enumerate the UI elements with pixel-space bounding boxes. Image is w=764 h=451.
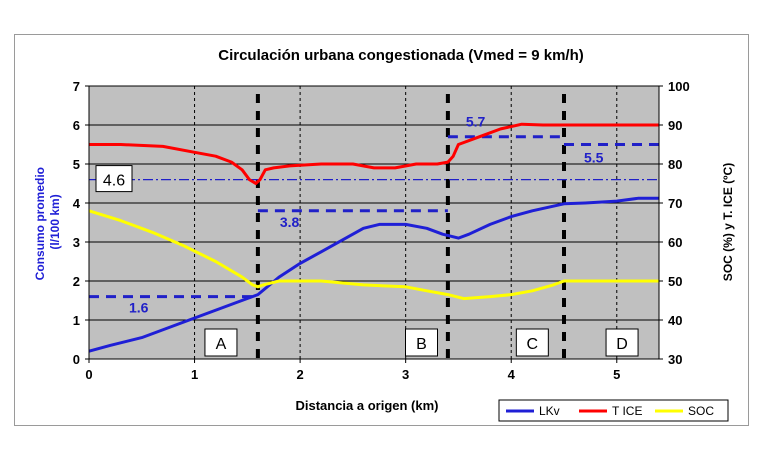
- phase-label: A: [216, 336, 227, 353]
- y2-tick-label: 30: [668, 352, 682, 367]
- segment-average-label: 1.6: [129, 300, 149, 316]
- y2-tick-label: 50: [668, 274, 682, 289]
- y2-tick-label: 80: [668, 157, 682, 172]
- average-label-box: [95, 165, 133, 193]
- x-tick-label: 1: [191, 367, 198, 382]
- y-tick-label: 3: [73, 235, 80, 250]
- x-tick-label: 5: [613, 367, 620, 382]
- y-axis-label-line2: (l/100 km): [48, 194, 62, 249]
- y2-tick-label: 60: [668, 235, 682, 250]
- chart-svg: Circulación urbana congestionada (Vmed =…: [33, 47, 735, 422]
- y-tick-label: 2: [73, 274, 80, 289]
- x-axis-ticks: 0 1 2 3 4 5: [85, 359, 620, 382]
- x-axis-label: Distancia a origen (km): [295, 398, 438, 413]
- y2-tick-label: 70: [668, 196, 682, 211]
- y2-axis-label: SOC (%) y T. ICE (ºC): [721, 163, 735, 281]
- average-label: 4.6: [103, 173, 125, 190]
- y-tick-label: 5: [73, 157, 80, 172]
- phase-label: C: [527, 336, 539, 353]
- series-lines: [88, 122, 659, 353]
- phase-label-box: [405, 328, 438, 357]
- phase-labels: A B C D: [204, 328, 639, 357]
- chart-frame: Circulación urbana congestionada (Vmed =…: [14, 34, 749, 426]
- y-axis-label: Consumo promedio (l/100 km): [33, 164, 62, 281]
- segment-average-label: 5.5: [584, 150, 604, 166]
- y2-tick-label: 90: [668, 118, 682, 133]
- segment-average-label: 3.8: [280, 214, 300, 230]
- series-line-t-ice: [89, 122, 659, 185]
- plot-border: [88, 85, 660, 360]
- y-tick-label: 0: [73, 352, 80, 367]
- y-tick-label: 7: [73, 79, 80, 94]
- phase-label-box: [515, 328, 549, 357]
- segment-averages: 1.6 3.8 5.7 5.5: [89, 114, 659, 316]
- legend: LKv T ICE SOC: [498, 399, 729, 422]
- y2-tick-label: 100: [668, 79, 690, 94]
- y2-tick-label: 40: [668, 313, 682, 328]
- x-tick-label: 3: [402, 367, 409, 382]
- y-tick-label: 4: [73, 196, 81, 211]
- phase-label: D: [616, 336, 628, 353]
- phase-label: B: [416, 336, 427, 353]
- legend-entry: LKv: [539, 404, 560, 418]
- series-line-soc: [88, 209, 659, 301]
- x-tick-label: 2: [296, 367, 303, 382]
- x-tick-label: 0: [85, 367, 92, 382]
- legend-entry: SOC: [688, 404, 714, 418]
- phase-label-box: [605, 328, 639, 357]
- right-axis-ticks: 30 40 50 60 70 80 90 100: [659, 79, 690, 367]
- legend-entry: T ICE: [612, 404, 642, 418]
- chart-title: Circulación urbana congestionada (Vmed =…: [218, 47, 584, 64]
- y-axis-label-line1: Consumo promedio: [33, 167, 47, 280]
- y-tick-label: 1: [73, 313, 80, 328]
- segment-average-label: 5.7: [466, 114, 486, 130]
- average-line-group: 4.6: [89, 165, 659, 193]
- plot-area: [89, 86, 659, 359]
- x-tick-label: 4: [508, 367, 516, 382]
- legend-box: [498, 399, 729, 422]
- phase-label-box: [204, 328, 238, 357]
- y-tick-label: 6: [73, 118, 80, 133]
- left-axis-ticks: 0 1 2 3 4 5 6 7: [73, 79, 89, 367]
- series-line-lkv: [88, 196, 659, 353]
